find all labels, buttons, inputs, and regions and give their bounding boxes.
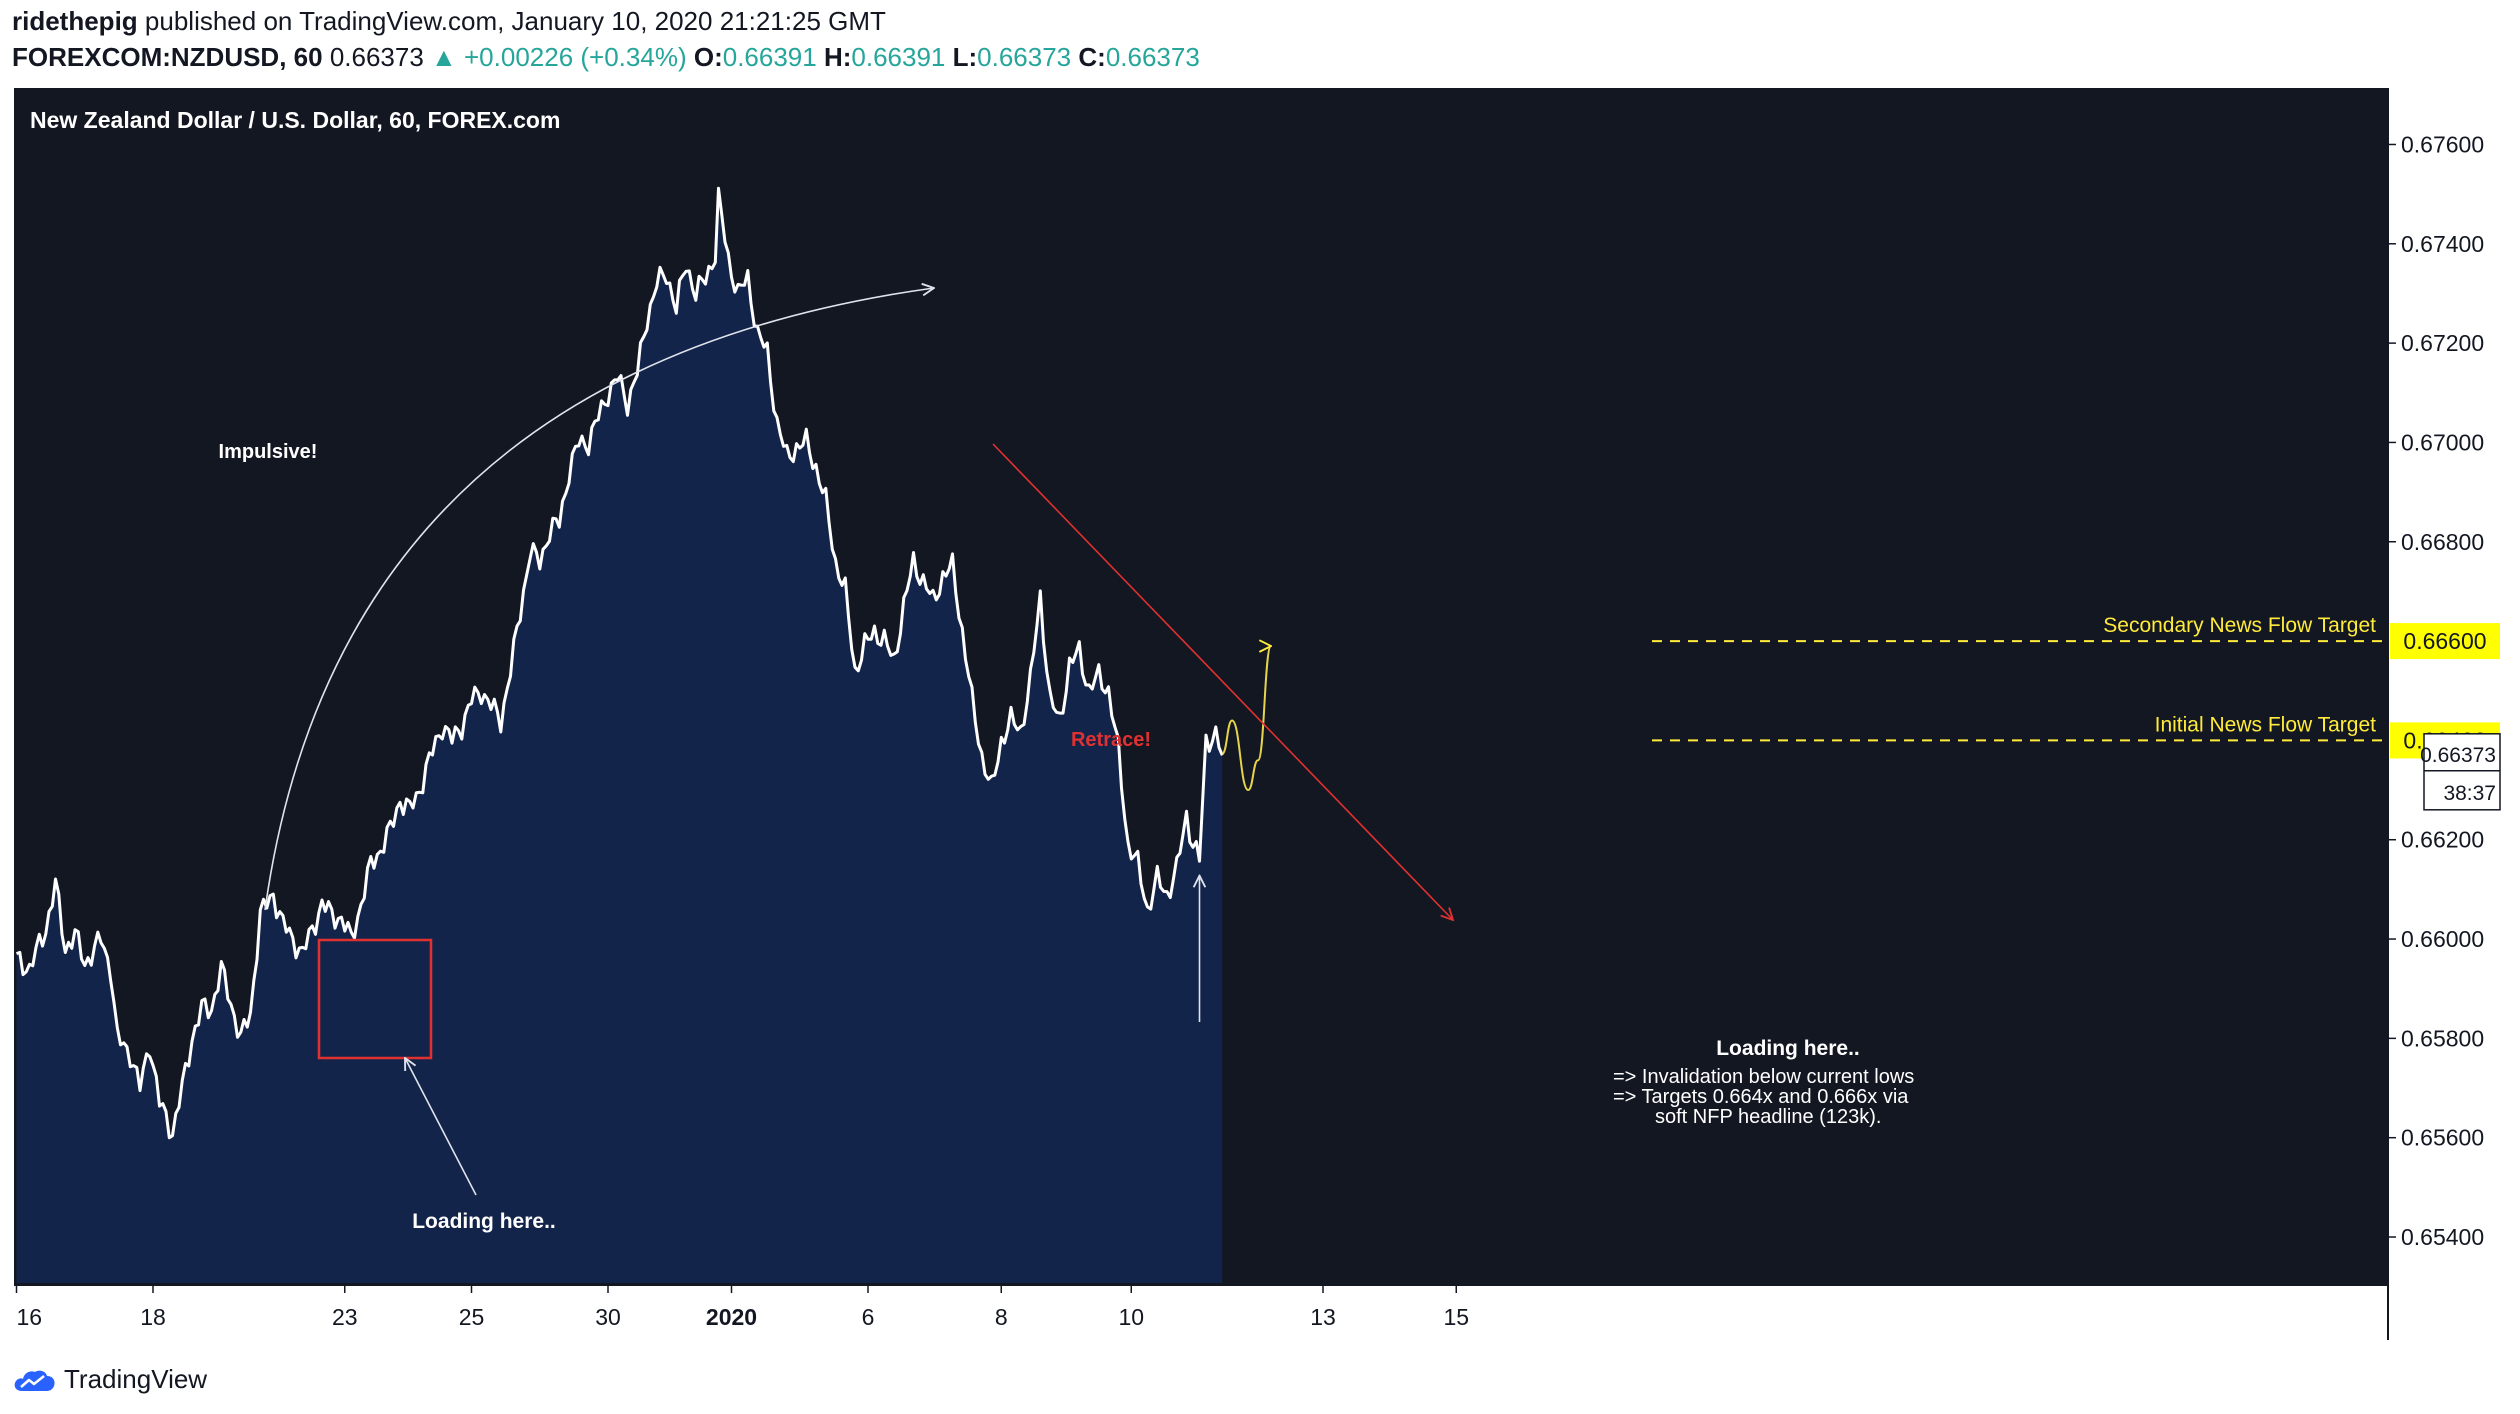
- ohlc-legend: FOREXCOM:NZDUSD, 60 0.66373 ▲ +0.00226 (…: [12, 42, 1200, 73]
- secondary-price-value: 0.66600: [2403, 628, 2486, 654]
- price-tick-label: 0.65600: [2401, 1125, 2484, 1151]
- price-tick-label: 0.66200: [2401, 827, 2484, 853]
- close-value: 0.66373: [1105, 42, 1200, 72]
- loading-right-label: Loading here..: [1716, 1037, 1860, 1060]
- price-tick-label: 0.67000: [2401, 429, 2484, 455]
- tradingview-brand: TradingView: [64, 1364, 208, 1394]
- low-value: 0.66373: [977, 42, 1072, 72]
- price-tick-label: 0.67200: [2401, 330, 2484, 356]
- time-tick-label: 13: [1310, 1304, 1336, 1330]
- note-targets: => Targets 0.664x and 0.666x via: [1613, 1086, 1909, 1108]
- price-tick-label: 0.65400: [2401, 1224, 2484, 1250]
- high-label: H:: [823, 42, 852, 72]
- symbol-label: FOREXCOM:NZDUSD, 60: [12, 42, 323, 72]
- retrace-arrow[interactable]: [992, 443, 1453, 920]
- price-tick-label: 0.67600: [2401, 131, 2484, 157]
- high-value: 0.66391: [851, 42, 946, 72]
- time-tick-label: 8: [995, 1304, 1008, 1330]
- price-tick-label: 0.67400: [2401, 231, 2484, 257]
- note-nfp: soft NFP headline (123k).: [1655, 1106, 1881, 1128]
- current-price-badge: 0.66373 38:37: [2420, 733, 2501, 811]
- note-invalidation: => Invalidation below current lows: [1613, 1066, 1914, 1088]
- current-price-value: 0.66373: [2420, 744, 2496, 767]
- secondary-price-badge: 0.66600: [2390, 623, 2500, 660]
- time-axis[interactable]: 16 18 23 25 30 2020 6 8 10 13 15: [15, 1285, 1470, 1330]
- impulsive-arrow[interactable]: [264, 288, 934, 911]
- secondary-target-label: Secondary News Flow Target: [2103, 614, 2376, 637]
- chart-title: New Zealand Dollar / U.S. Dollar, 60, FO…: [30, 107, 560, 133]
- time-tick-label: 2020: [706, 1304, 757, 1330]
- time-tick-label: 6: [862, 1304, 875, 1330]
- time-tick-label: 10: [1118, 1304, 1144, 1330]
- initial-target-label: Initial News Flow Target: [2155, 713, 2377, 736]
- price-line[interactable]: [15, 186, 1224, 1140]
- price-axis[interactable]: 0.67600 0.67400 0.67200 0.67000 0.66800 0.662…: [2388, 131, 2484, 1250]
- publish-info: ridethepig published on TradingView.com,…: [12, 6, 886, 37]
- loading-left-arrow[interactable]: [405, 1058, 477, 1196]
- time-tick-label: 25: [459, 1304, 485, 1330]
- loading-zone-box[interactable]: [317, 938, 433, 1060]
- tradingview-cloud-icon: [14, 1370, 55, 1391]
- tradingview-logo[interactable]: TradingView: [12, 1364, 207, 1395]
- loading-left-label: Loading here..: [412, 1210, 556, 1233]
- time-tick-label: 23: [332, 1304, 358, 1330]
- time-tick-label: 30: [595, 1304, 621, 1330]
- bar-countdown: 38:37: [2443, 782, 2496, 805]
- author-name[interactable]: ridethepig: [12, 6, 138, 36]
- retrace-label: Retrace!: [1071, 729, 1151, 751]
- open-value: 0.66391: [722, 42, 817, 72]
- price-tick-label: 0.65800: [2401, 1025, 2484, 1051]
- price-tick-label: 0.66800: [2401, 529, 2484, 555]
- last-price: 0.66373: [329, 42, 424, 72]
- low-label: L:: [952, 42, 978, 72]
- open-label: O:: [693, 42, 723, 72]
- price-tick-label: 0.66000: [2401, 926, 2484, 952]
- time-tick-label: 15: [1443, 1304, 1469, 1330]
- publish-text: published on TradingView.com, January 10…: [144, 6, 886, 36]
- time-tick-label: 18: [140, 1304, 166, 1330]
- close-label: C:: [1078, 42, 1106, 72]
- time-tick-label: 16: [17, 1304, 43, 1330]
- projection-path[interactable]: [1221, 646, 1271, 792]
- impulsive-label: Impulsive!: [219, 441, 318, 463]
- change-value: ▲ +0.00226 (+0.34%): [431, 42, 687, 72]
